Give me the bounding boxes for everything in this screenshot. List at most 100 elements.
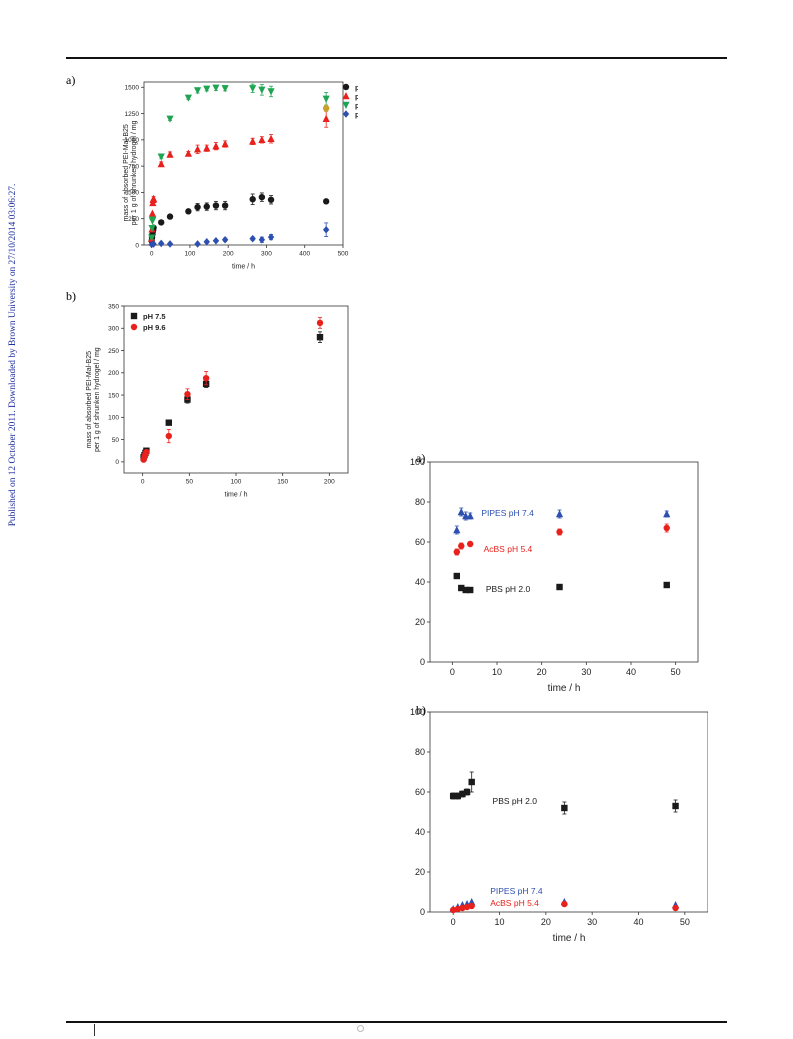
data-point: [212, 236, 220, 245]
legend-label: pH 7.5: [143, 312, 166, 321]
x-tick-label: 200: [324, 479, 335, 486]
data-point: [316, 319, 324, 327]
data-point: [467, 586, 474, 594]
legend-marker: [342, 92, 350, 100]
y-tick-label: 750: [128, 163, 139, 170]
x-tick-label: 50: [680, 917, 690, 927]
data-point: [672, 904, 679, 912]
series-label: AcBS pH 5.4: [484, 544, 533, 554]
series-ph-11: [148, 222, 330, 249]
x-axis-label: time / h: [548, 683, 581, 694]
data-point: [194, 240, 201, 248]
data-point: [203, 203, 210, 210]
y-tick-label: 500: [128, 190, 139, 197]
data-point: [449, 792, 457, 800]
series-label: PIPES pH 7.4: [490, 886, 543, 896]
data-point: [148, 224, 156, 233]
plot-frame: [429, 461, 699, 663]
panel-label: a): [416, 451, 425, 465]
side-note-text: Published on 12 October 2011. Downloaded…: [8, 183, 18, 527]
data-point: [322, 225, 330, 234]
x-tick-label: 500: [338, 251, 349, 258]
data-point: [454, 792, 461, 800]
series-ph-9-6: [140, 317, 324, 463]
data-point: [316, 333, 324, 341]
x-tick-label: 100: [231, 479, 242, 486]
data-point: [184, 149, 192, 157]
data-point: [453, 548, 460, 556]
data-point: [184, 94, 192, 102]
data-point: [663, 581, 670, 589]
y-axis-label: mass of absorbed PEI-Mal-B25: [86, 351, 93, 448]
series-acbs-ph-5-4: [453, 523, 670, 556]
data-point: [258, 86, 266, 94]
x-tick-label: 30: [581, 667, 591, 677]
y-axis-label: mass of absorbed PEI-Mal-B25: [123, 124, 130, 221]
data-point: [149, 216, 157, 224]
data-point: [166, 213, 174, 220]
legend-marker: [130, 323, 138, 331]
panel-label: b): [66, 289, 76, 303]
series-pipes-ph-7-4: [453, 507, 671, 535]
y-tick-label: 80: [415, 747, 425, 757]
data-point: [672, 802, 679, 810]
data-point: [249, 85, 257, 93]
y-tick-label: 0: [420, 907, 425, 917]
y-tick-label: 350: [108, 303, 119, 310]
data-point: [556, 583, 563, 591]
data-point: [322, 114, 330, 123]
x-tick-label: 40: [626, 667, 636, 677]
y-tick-label: 0: [135, 242, 139, 249]
chart-fig1a: a) 0 100 200 300 400 500 0 250 500 750 1000 1250 1500…: [66, 73, 358, 271]
y-tick-label: 0: [420, 657, 425, 667]
data-point: [468, 902, 475, 910]
data-point: [148, 209, 157, 217]
data-point: [267, 196, 275, 203]
data-point: [462, 586, 469, 594]
y-tick-label: 60: [415, 787, 425, 797]
panel-label: b): [416, 703, 426, 717]
y-tick-label: 300: [108, 326, 119, 333]
data-point: [267, 233, 275, 241]
data-point: [203, 144, 211, 152]
data-point: [221, 85, 229, 93]
y-tick-label: 200: [108, 370, 119, 377]
data-point: [203, 238, 210, 246]
series-extra: [322, 104, 330, 112]
x-tick-label: 100: [184, 251, 195, 258]
data-point: [249, 234, 256, 243]
data-point: [453, 572, 460, 580]
x-tick-label: 30: [587, 917, 597, 927]
side-note: Published on 12 October 2011. Downloaded…: [2, 90, 24, 620]
plot-frame: [429, 711, 708, 913]
data-point: [556, 528, 563, 536]
data-point: [453, 526, 461, 534]
data-point: [258, 235, 266, 244]
y-tick-label: 20: [415, 617, 425, 627]
x-tick-label: 20: [541, 917, 551, 927]
data-point: [221, 202, 229, 209]
series-pbs-ph-2-0: [453, 572, 670, 594]
data-point: [212, 202, 220, 209]
x-axis-label: time / h: [232, 264, 255, 271]
x-tick-label: 150: [277, 479, 288, 486]
x-tick-label: 200: [223, 251, 234, 258]
plot-frame: [143, 81, 344, 246]
y-tick-label: 40: [415, 827, 425, 837]
data-point: [463, 788, 471, 796]
y-tick-label: 1000: [125, 137, 140, 144]
chart-fig1b: b) 0 50 100 150 200 0 50 100 150 200 250 300 350 time …: [66, 289, 349, 499]
legend-marker: [130, 312, 138, 320]
y-tick-label: 1500: [125, 85, 140, 92]
data-point: [663, 524, 670, 532]
y-tick-label: 100: [410, 707, 425, 717]
data-point: [203, 85, 211, 93]
data-point: [561, 804, 568, 812]
x-tick-label: 10: [492, 667, 502, 677]
y-tick-label: 150: [108, 392, 119, 399]
legend-marker: [342, 83, 350, 91]
series-label: PBS pH 2.0: [493, 796, 538, 806]
y-tick-label: 50: [112, 437, 120, 444]
legend-label: pH 9.6: [143, 323, 166, 332]
